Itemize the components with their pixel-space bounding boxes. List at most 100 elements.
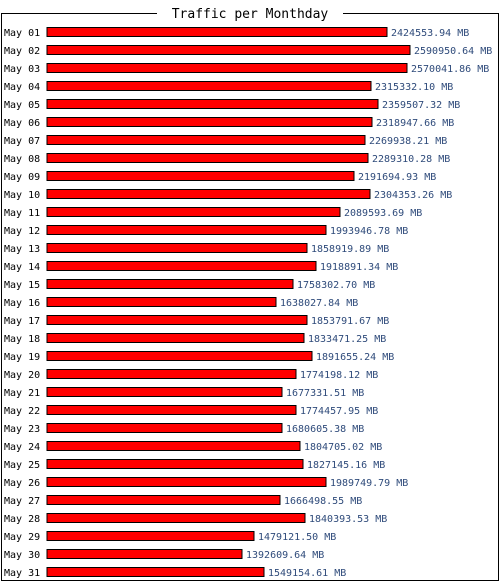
traffic-bar [46,117,373,127]
traffic-bar [46,99,379,109]
day-label: May 05 [4,100,40,111]
chart-title: Traffic per Monthday [172,7,329,22]
value-label: 2590950.64 MB [414,46,492,57]
traffic-bar [46,513,306,523]
traffic-bar [46,441,301,451]
day-label: May 13 [4,244,40,255]
traffic-bar [46,333,305,343]
value-label: 1989749.79 MB [330,478,408,489]
value-label: 1858919.89 MB [311,244,389,255]
value-label: 2315332.10 MB [375,82,453,93]
day-label: May 20 [4,370,40,381]
value-label: 1479121.50 MB [258,532,336,543]
chart-rows: May 01 2424553.94 MB May 02 2590950.64 MB Ma… [4,27,492,579]
chart-frame-bottom [1,580,499,581]
value-label: 2318947.66 MB [376,118,454,129]
day-label: May 10 [4,190,40,201]
value-label: 1677331.51 MB [286,388,364,399]
day-label: May 11 [4,208,40,219]
day-label: May 22 [4,406,40,417]
value-label: 1774198.12 MB [300,370,378,381]
day-label: May 06 [4,118,40,129]
day-label: May 24 [4,442,40,453]
traffic-bar [46,225,327,235]
value-label: 2424553.94 MB [391,28,469,39]
day-label: May 27 [4,496,40,507]
day-label: May 31 [4,568,40,579]
value-label: 1833471.25 MB [308,334,386,345]
value-label: 1827145.16 MB [307,460,385,471]
traffic-bar [46,243,308,253]
day-label: May 14 [4,262,40,273]
value-label: 1638027.84 MB [280,298,358,309]
value-label: 1758302.70 MB [297,280,375,291]
value-label: 1853791.67 MB [311,316,389,327]
day-label: May 12 [4,226,40,237]
day-label: May 08 [4,154,40,165]
traffic-bar [46,27,388,37]
traffic-bar [46,387,283,397]
value-label: 1840393.53 MB [309,514,387,525]
value-label: 1549154.61 MB [268,568,346,579]
day-label: May 29 [4,532,40,543]
traffic-bar [46,423,283,433]
chart-frame-top-right [343,13,499,14]
traffic-bar [46,81,372,91]
traffic-bar [46,207,341,217]
value-label: 2289310.28 MB [372,154,450,165]
traffic-bar [46,351,313,361]
day-label: May 07 [4,136,40,147]
value-label: 1918891.34 MB [320,262,398,273]
traffic-bar [46,531,255,541]
chart-frame-top-left [1,13,157,14]
value-label: 1804705.02 MB [304,442,382,453]
value-label: 1774457.95 MB [300,406,378,417]
traffic-bar [46,369,297,379]
day-label: May 30 [4,550,40,561]
traffic-bar [46,567,265,577]
day-label: May 19 [4,352,40,363]
traffic-bar [46,549,243,559]
day-label: May 01 [4,28,40,39]
traffic-bar [46,171,355,181]
day-label: May 16 [4,298,40,309]
value-label: 1891655.24 MB [316,352,394,363]
value-label: 2089593.69 MB [344,208,422,219]
traffic-bar [46,315,308,325]
day-label: May 26 [4,478,40,489]
value-label: 2191694.93 MB [358,172,436,183]
value-label: 2269938.21 MB [369,136,447,147]
day-label: May 02 [4,46,40,57]
traffic-bar [46,279,294,289]
value-label: 2570041.86 MB [411,64,489,75]
traffic-bar [46,477,327,487]
day-label: May 09 [4,172,40,183]
day-label: May 28 [4,514,40,525]
traffic-bar [46,261,317,271]
day-label: May 21 [4,388,40,399]
traffic-bar [46,189,371,199]
value-label: 1666498.55 MB [284,496,362,507]
traffic-bar [46,405,297,415]
day-label: May 25 [4,460,40,471]
day-label: May 03 [4,64,40,75]
traffic-bar [46,45,411,55]
day-label: May 23 [4,424,40,435]
value-label: 1993946.78 MB [330,226,408,237]
value-label: 2304353.26 MB [374,190,452,201]
value-label: 1392609.64 MB [246,550,324,561]
value-label: 2359507.32 MB [382,100,460,111]
day-label: May 15 [4,280,40,291]
chart-frame-right [498,13,499,581]
day-label: May 18 [4,334,40,345]
traffic-bar [46,495,281,505]
day-label: May 04 [4,82,40,93]
value-label: 1680605.38 MB [286,424,364,435]
day-label: May 17 [4,316,40,327]
traffic-bar [46,153,369,163]
chart-frame-left [1,13,2,581]
traffic-bar [46,459,304,469]
traffic-bar [46,297,277,307]
traffic-bar [46,63,408,73]
